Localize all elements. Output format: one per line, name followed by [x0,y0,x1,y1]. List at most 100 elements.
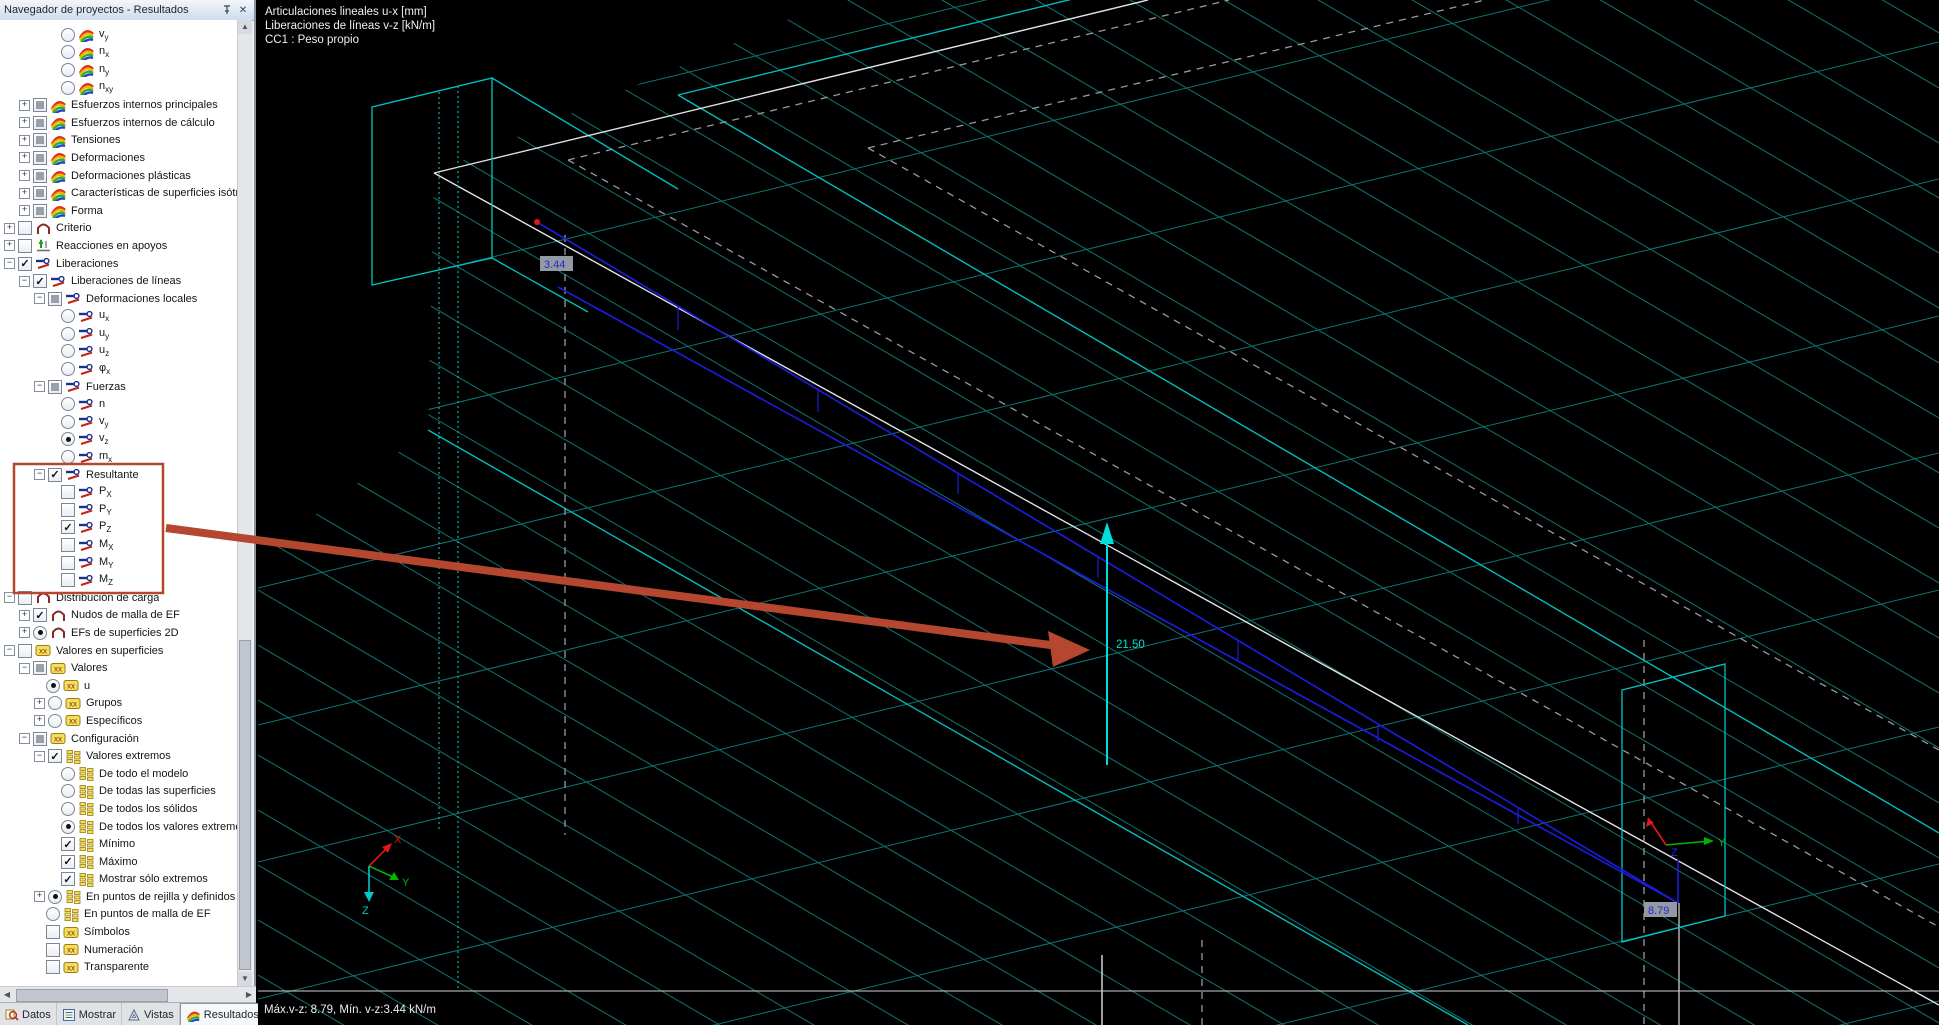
expand-icon[interactable]: + [19,117,30,129]
collapse-icon[interactable]: − [34,381,45,393]
tree-row[interactable]: + ✓ Nudos de malla de EF [0,607,240,625]
expand-icon[interactable]: + [19,187,30,199]
tree-row[interactable]: vz [0,431,240,449]
tree-row[interactable]: xx u [0,677,240,695]
tree-row[interactable]: − ✓ Resultante [0,466,240,484]
tree-row[interactable]: De todos los valores extremos loc [0,818,240,836]
tree-row[interactable]: nxy [0,79,240,97]
collapse-icon[interactable]: − [34,750,45,762]
checkbox[interactable]: ✓ [61,854,75,869]
checkbox[interactable]: ✓ [61,872,75,887]
tree-row[interactable]: vy [0,26,240,44]
tree-row[interactable]: MX [0,536,240,554]
tree-row[interactable]: + EFs de superficies 2D [0,624,240,642]
tree-row[interactable]: MZ [0,571,240,589]
tree-row[interactable]: mx [0,448,240,466]
tree-row[interactable]: uz [0,343,240,361]
collapse-icon[interactable]: − [19,275,30,287]
expand-icon[interactable]: + [19,152,30,164]
tree-row[interactable]: xx Numeración [0,941,240,959]
navigator-titlebar[interactable]: Navegador de proyectos - Resultados ✕ [0,0,254,21]
tree-row[interactable]: uy [0,325,240,343]
tree-row[interactable]: + Criterio [0,220,240,238]
checkbox[interactable] [46,925,60,940]
checkbox[interactable] [48,379,62,394]
checkbox[interactable] [61,538,75,553]
close-icon[interactable]: ✕ [238,4,248,16]
tree-row[interactable]: PY [0,501,240,519]
tree-row[interactable]: + xx Grupos [0,695,240,713]
scrollbar-thumb[interactable] [239,640,251,970]
checkbox[interactable]: ✓ [18,256,32,271]
tree-row[interactable]: ✓ PZ [0,519,240,537]
radio-button[interactable] [61,414,75,429]
checkbox[interactable]: ✓ [61,520,75,535]
radio-button[interactable] [61,27,75,42]
collapse-icon[interactable]: − [4,645,15,657]
radio-button[interactable] [61,432,75,447]
checkbox[interactable] [18,221,32,236]
scroll-right-icon[interactable]: ▶ [245,990,253,999]
tab-mostrar[interactable]: Mostrar [57,1003,123,1025]
radio-button[interactable] [61,62,75,77]
expand-icon[interactable]: + [34,697,45,709]
tab-datos[interactable]: Datos [0,1003,57,1025]
tree-row[interactable]: n [0,395,240,413]
scroll-up-icon[interactable]: ▲ [238,20,252,34]
tree-row[interactable]: ✓ Máximo [0,853,240,871]
radio-button[interactable] [61,80,75,95]
checkbox[interactable]: ✓ [33,608,47,623]
checkbox[interactable] [18,238,32,253]
radio-button[interactable] [48,696,62,711]
radio-button[interactable] [61,801,75,816]
tree-row[interactable]: − xx Configuración [0,730,240,748]
checkbox[interactable] [18,590,32,605]
tree-row[interactable]: + Forma [0,202,240,220]
tree-vertical-scrollbar[interactable]: ▲ ▼ [237,20,252,986]
expand-icon[interactable]: + [4,240,15,252]
radio-button[interactable] [61,309,75,324]
checkbox[interactable] [61,555,75,570]
expand-icon[interactable]: + [34,891,45,903]
scroll-down-icon[interactable]: ▼ [238,972,252,986]
checkbox[interactable] [46,942,60,957]
checkbox[interactable] [33,133,47,148]
radio-button[interactable] [61,766,75,781]
tree-row[interactable]: + Características de superficies isótropa… [0,184,240,202]
checkbox[interactable]: ✓ [33,274,47,289]
tree-row[interactable]: En puntos de malla de EF [0,906,240,924]
tree-row[interactable]: + Tensiones [0,132,240,150]
tree-row[interactable]: φx [0,360,240,378]
tree-row[interactable]: xx Transparente [0,958,240,976]
tree-row[interactable]: − ✓ Valores extremos [0,747,240,765]
collapse-icon[interactable]: − [34,293,45,305]
scroll-left-icon[interactable]: ◀ [3,990,11,999]
checkbox[interactable] [46,960,60,975]
graphics-viewport[interactable]: 3.44 21.50 8.79 Y Z [258,0,1939,1025]
checkbox[interactable] [61,502,75,517]
checkbox[interactable] [33,168,47,183]
radio-button[interactable] [61,362,75,377]
tree-row[interactable]: − xx Valores en superficies [0,642,240,660]
checkbox[interactable]: ✓ [61,837,75,852]
tree-row[interactable]: MY [0,554,240,572]
tree-row[interactable]: ✓ Mostrar sólo extremos [0,871,240,889]
checkbox[interactable] [18,643,32,658]
checkbox[interactable] [33,203,47,218]
tree-row[interactable]: vy [0,413,240,431]
checkbox[interactable] [48,291,62,306]
radio-button[interactable] [61,784,75,799]
expand-icon[interactable]: + [19,170,30,182]
expand-icon[interactable]: + [34,715,45,727]
expand-icon[interactable]: + [19,627,30,639]
checkbox[interactable] [33,186,47,201]
tree-row[interactable]: De todo el modelo [0,765,240,783]
expand-icon[interactable]: + [19,205,30,217]
radio-button[interactable] [46,678,60,693]
collapse-icon[interactable]: − [19,662,30,674]
tree-row[interactable]: − Deformaciones locales [0,290,240,308]
radio-button[interactable] [61,819,75,834]
radio-button[interactable] [61,450,75,465]
tree-row[interactable]: nx [0,44,240,62]
tab-vistas[interactable]: Vistas [122,1003,180,1025]
